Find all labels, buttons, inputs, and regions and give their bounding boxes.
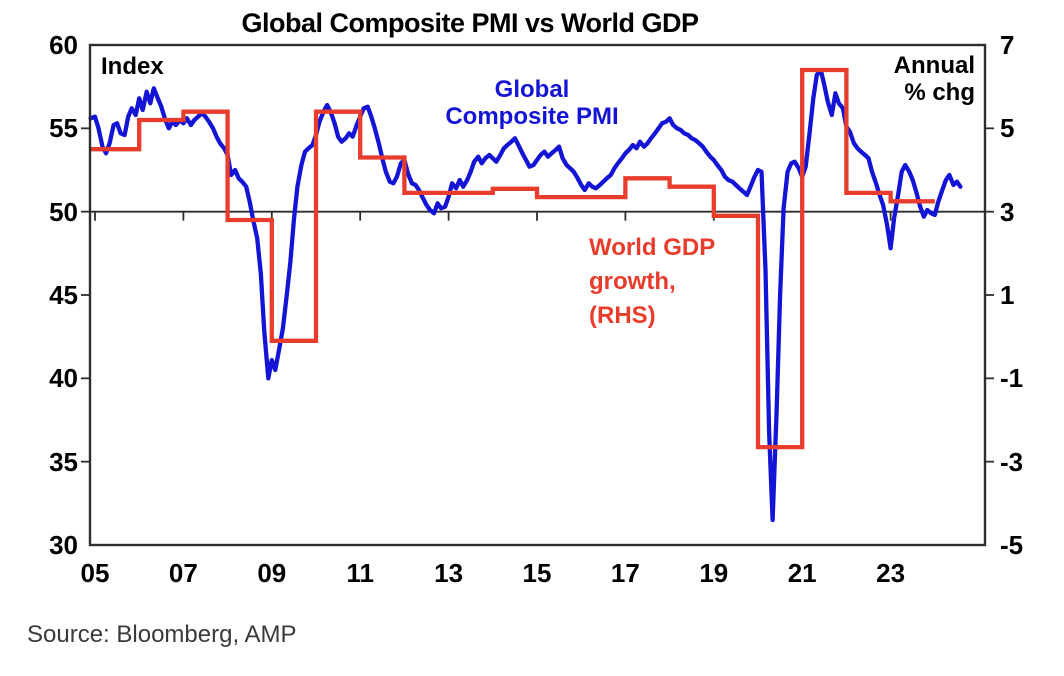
x-axis-tick-label: 07 [168, 558, 198, 588]
gdp-series-label-line1: World GDP [589, 234, 716, 261]
right-axis-tick-label: 7 [1000, 30, 1015, 60]
left-axis-unit-label: Index [101, 53, 164, 80]
gdp-series-label-line3: (RHS) [589, 302, 656, 329]
left-axis-tick-label: 30 [49, 530, 78, 560]
left-axis-tick-label: 50 [49, 196, 78, 227]
x-axis-tick-label: 19 [699, 558, 729, 588]
left-axis-tick-label: 60 [49, 30, 78, 60]
x-axis-tick-label: 09 [257, 558, 287, 588]
pmi-series-label: Global Composite PMI [445, 76, 618, 130]
right-axis-unit-line2: % chg [904, 79, 975, 106]
gdp-series-label-line2: growth, [589, 268, 676, 295]
x-axis-tick-label: 17 [610, 558, 640, 588]
x-axis-tick-label: 13 [434, 558, 464, 588]
x-axis-tick-label: 11 [346, 558, 374, 588]
chart-title: Global Composite PMI vs World GDP [241, 8, 699, 38]
gdp-line [90, 67, 935, 450]
right-axis-tick-label: 1 [1000, 280, 1015, 310]
left-axis-tick-label: 45 [49, 280, 78, 310]
right-axis-tick-label: 5 [1000, 113, 1015, 144]
gdp-series-label: World GDP growth, (RHS) [589, 231, 715, 333]
pmi-series-label-line2: Composite PMI [445, 103, 619, 130]
x-axis-tick-label: 23 [876, 558, 906, 588]
x-axis-tick-label: 21 [787, 558, 817, 588]
left-axis-tick-label: 55 [49, 113, 78, 144]
source-note: Source: Bloomberg, AMP [27, 621, 297, 648]
pmi-line [88, 67, 963, 523]
x-axis-tick-label: 05 [80, 558, 110, 588]
right-axis-tick-label: 3 [1000, 196, 1015, 227]
left-axis-tick-label: 35 [49, 446, 78, 477]
right-axis-unit-label: Annual % chg [894, 52, 975, 106]
right-axis-tick-label: -1 [1000, 363, 1024, 394]
pmi-series-label-line1: Global [494, 76, 570, 103]
left-axis-tick-label: 40 [49, 363, 78, 394]
right-axis-tick-label: -3 [1000, 446, 1024, 477]
right-axis-unit-line1: Annual [893, 52, 975, 79]
right-axis-tick-label: -5 [1000, 530, 1024, 560]
x-axis-tick-label: 15 [522, 558, 552, 588]
plot-frame [88, 43, 987, 547]
